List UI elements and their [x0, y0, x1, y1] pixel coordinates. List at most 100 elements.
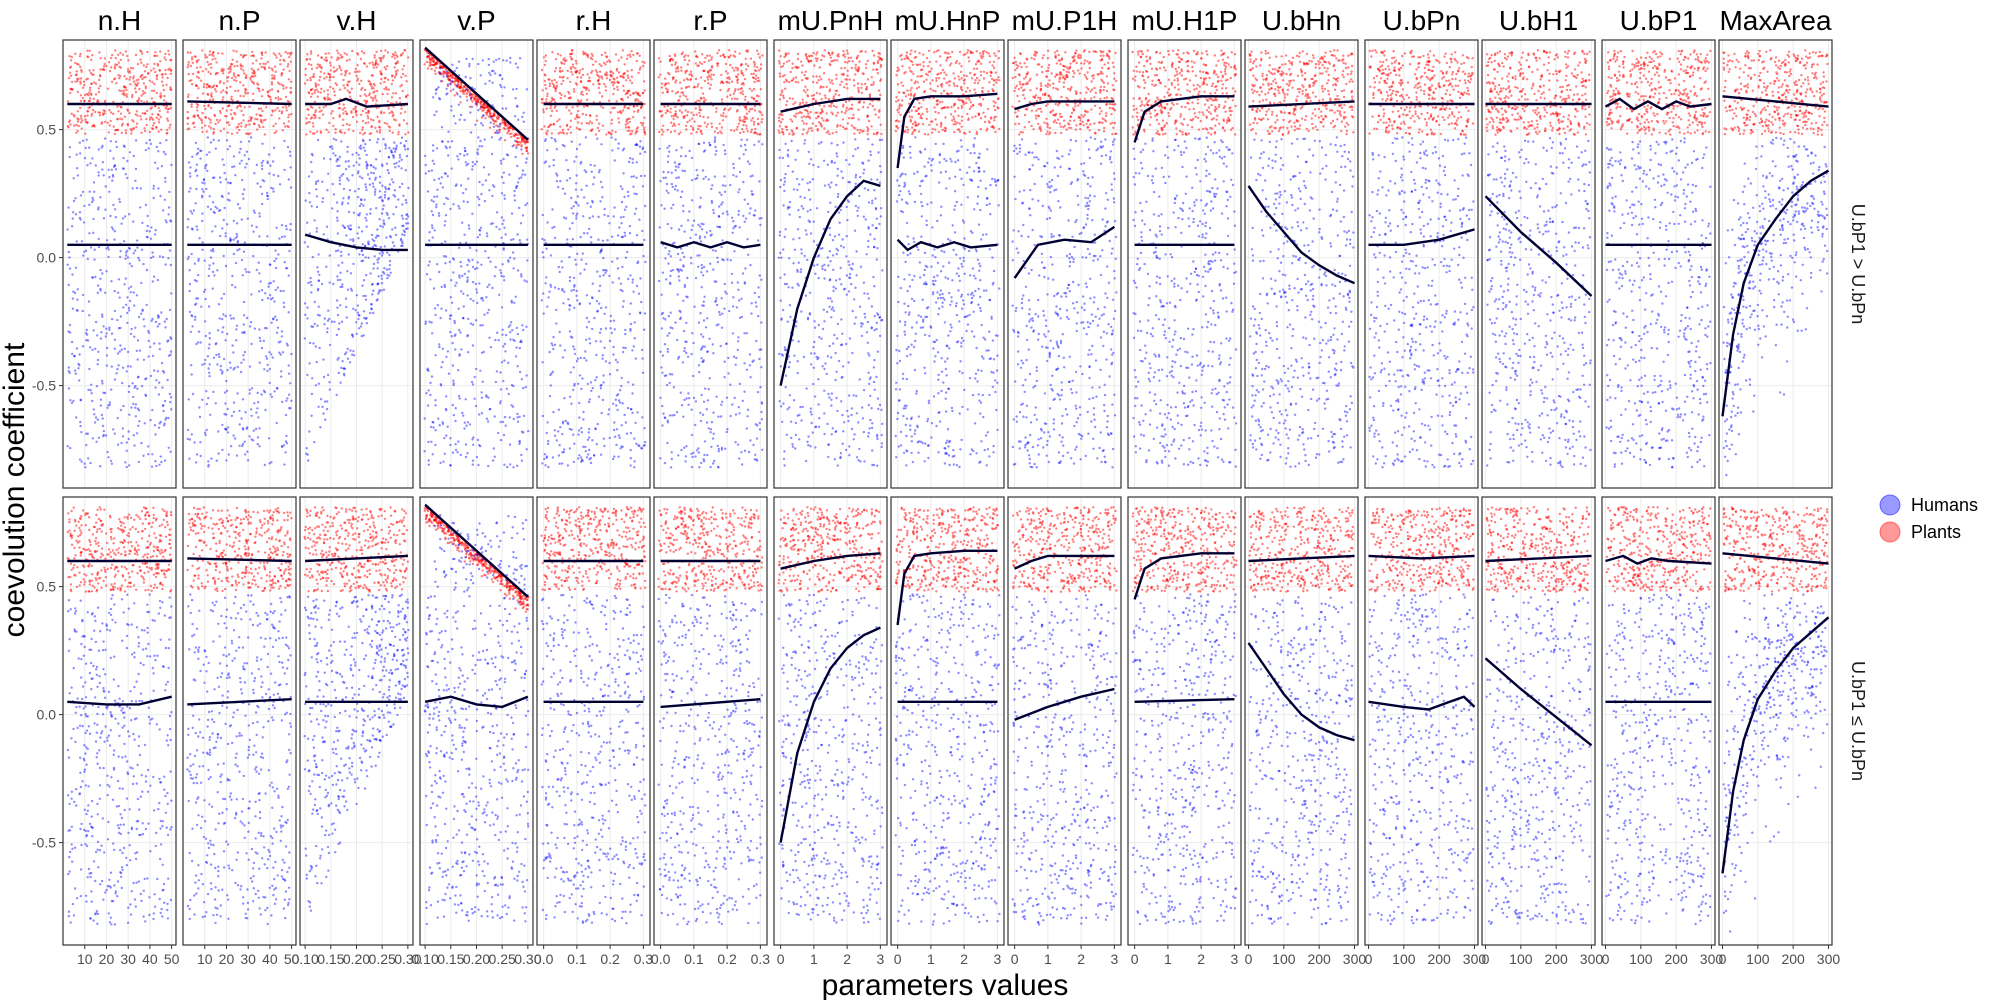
plant-point — [323, 106, 325, 108]
human-point — [310, 617, 312, 619]
plant-point — [229, 545, 231, 547]
plant-point — [218, 542, 220, 544]
human-point — [279, 819, 281, 821]
human-point — [216, 907, 218, 909]
plant-point — [155, 537, 157, 539]
plant-point — [126, 96, 128, 98]
human-point — [141, 700, 143, 702]
plant-point — [310, 64, 312, 66]
plant-point — [159, 534, 161, 536]
plant-point — [362, 110, 364, 112]
human-point — [250, 594, 252, 596]
human-point — [85, 444, 87, 446]
human-point — [241, 179, 243, 181]
human-point — [272, 297, 274, 299]
human-point — [128, 213, 130, 215]
plant-point — [194, 55, 196, 57]
human-point — [314, 625, 316, 627]
human-point — [404, 148, 406, 150]
human-point — [310, 284, 312, 286]
plant-point — [288, 572, 290, 574]
human-point — [195, 801, 197, 803]
plant-point — [116, 566, 118, 568]
plant-point — [114, 586, 116, 588]
plant-point — [133, 584, 135, 586]
human-point — [155, 832, 157, 834]
human-point — [166, 827, 168, 829]
human-point — [248, 822, 250, 824]
plant-point — [342, 79, 344, 81]
human-point — [243, 359, 245, 361]
human-point — [230, 792, 232, 794]
human-point — [243, 323, 245, 325]
human-point — [267, 720, 269, 722]
plant-point — [313, 73, 315, 75]
human-point — [240, 734, 242, 736]
human-point — [204, 289, 206, 291]
plant-point — [387, 100, 389, 102]
human-point — [188, 648, 190, 650]
plant-point — [389, 130, 391, 132]
human-point — [91, 815, 93, 817]
plant-point — [372, 74, 374, 76]
plant-point — [82, 87, 84, 89]
plant-point — [162, 73, 164, 75]
human-point — [372, 312, 374, 314]
plant-point — [259, 114, 261, 116]
plant-point — [255, 530, 257, 532]
plant-point — [67, 125, 69, 127]
plant-point — [317, 54, 319, 56]
plant-point — [159, 60, 161, 62]
human-point — [115, 168, 117, 170]
plant-point — [99, 506, 101, 508]
plant-point — [214, 115, 216, 117]
human-point — [339, 179, 341, 181]
plant-point — [214, 123, 216, 125]
human-point — [272, 704, 274, 706]
plant-point — [120, 59, 122, 61]
human-point — [149, 785, 151, 787]
plant-point — [354, 107, 356, 109]
human-point — [154, 906, 156, 908]
human-point — [253, 172, 255, 174]
human-point — [233, 155, 235, 157]
plant-point — [271, 109, 273, 111]
human-point — [158, 393, 160, 395]
plant-point — [282, 85, 284, 87]
human-point — [243, 775, 245, 777]
human-point — [313, 219, 315, 221]
plant-point — [399, 85, 401, 87]
human-point — [272, 160, 274, 162]
plant-point — [282, 578, 284, 580]
human-point — [238, 771, 240, 773]
human-point — [153, 893, 155, 895]
plant-point — [222, 96, 224, 98]
human-point — [192, 715, 194, 717]
plant-point — [196, 60, 198, 62]
plant-point — [310, 96, 312, 98]
human-point — [253, 887, 255, 889]
plant-point — [312, 125, 314, 127]
human-point — [101, 272, 103, 274]
human-point — [79, 757, 81, 759]
human-point — [107, 784, 109, 786]
plant-point — [92, 69, 94, 71]
human-point — [168, 447, 170, 449]
human-point — [356, 632, 358, 634]
human-point — [104, 725, 106, 727]
human-point — [190, 210, 192, 212]
human-point — [239, 888, 241, 890]
human-point — [307, 738, 309, 740]
plant-point — [377, 63, 379, 65]
human-point — [225, 235, 227, 237]
human-point — [336, 334, 338, 336]
human-point — [106, 775, 108, 777]
plant-point — [231, 133, 233, 135]
human-point — [191, 212, 193, 214]
human-point — [67, 794, 69, 796]
plant-point — [146, 511, 148, 513]
human-point — [125, 304, 127, 306]
human-point — [163, 883, 165, 885]
plant-point — [236, 107, 238, 109]
plant-point — [140, 76, 142, 78]
